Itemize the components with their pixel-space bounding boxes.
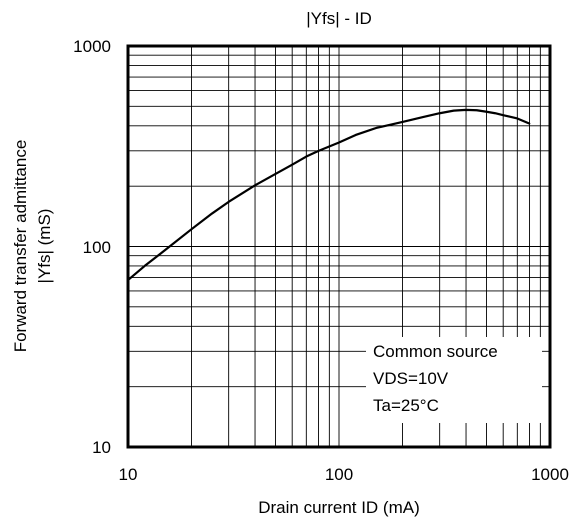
- y-axis-label-line-2: |Yfs| (mS): [35, 209, 54, 284]
- data-point: [143, 265, 146, 267]
- chart-title: |Yfs| - ID: [306, 9, 372, 28]
- data-point: [211, 212, 213, 215]
- data-point: [375, 127, 377, 129]
- data-point: [190, 228, 193, 230]
- annotation-box: Common source VDS=10V Ta=25°C: [366, 337, 542, 423]
- data-point: [317, 150, 320, 152]
- annotation-line-2: VDS=10V: [373, 369, 449, 388]
- plot-frame: [126, 44, 552, 449]
- data-point: [516, 117, 519, 120]
- x-tick-label-1000: 1000: [531, 465, 569, 484]
- y-axis-label: Forward transfer admittance |Yfs| (mS): [11, 140, 54, 353]
- data-point: [465, 109, 467, 111]
- data-point: [401, 121, 404, 123]
- data-point: [305, 155, 308, 158]
- data-point: [227, 201, 230, 203]
- data-point: [164, 249, 166, 251]
- y-tick-label-10: 10: [92, 438, 111, 457]
- data-point: [127, 279, 129, 281]
- series-points: [127, 109, 531, 281]
- data-point: [476, 109, 478, 112]
- data-point: [528, 122, 531, 125]
- data-point: [422, 116, 424, 118]
- data-point: [494, 112, 497, 115]
- data-point: [254, 184, 256, 187]
- y-tick-label-100: 100: [83, 238, 111, 257]
- data-point: [502, 114, 504, 116]
- tick-labels: 10 100 1000 1000 100 10: [73, 37, 569, 484]
- annotation-line-1: Common source: [373, 342, 498, 361]
- data-point: [338, 141, 340, 144]
- data-point: [274, 173, 277, 175]
- x-tick-label-100: 100: [325, 465, 353, 484]
- series-line-yfs: [127, 108, 530, 281]
- annotation-line-3: Ta=25°C: [373, 396, 439, 415]
- data-point: [291, 163, 293, 166]
- data-point: [354, 134, 357, 136]
- y-tick-label-1000: 1000: [73, 37, 111, 56]
- x-axis-label: Drain current ID (mA): [258, 498, 420, 517]
- annotation-background: [366, 337, 542, 423]
- data-point: [485, 110, 488, 113]
- data-point: [452, 109, 455, 112]
- data-point: [438, 112, 441, 115]
- y-axis-label-line-1: Forward transfer admittance: [11, 140, 30, 353]
- x-tick-label-10: 10: [119, 465, 138, 484]
